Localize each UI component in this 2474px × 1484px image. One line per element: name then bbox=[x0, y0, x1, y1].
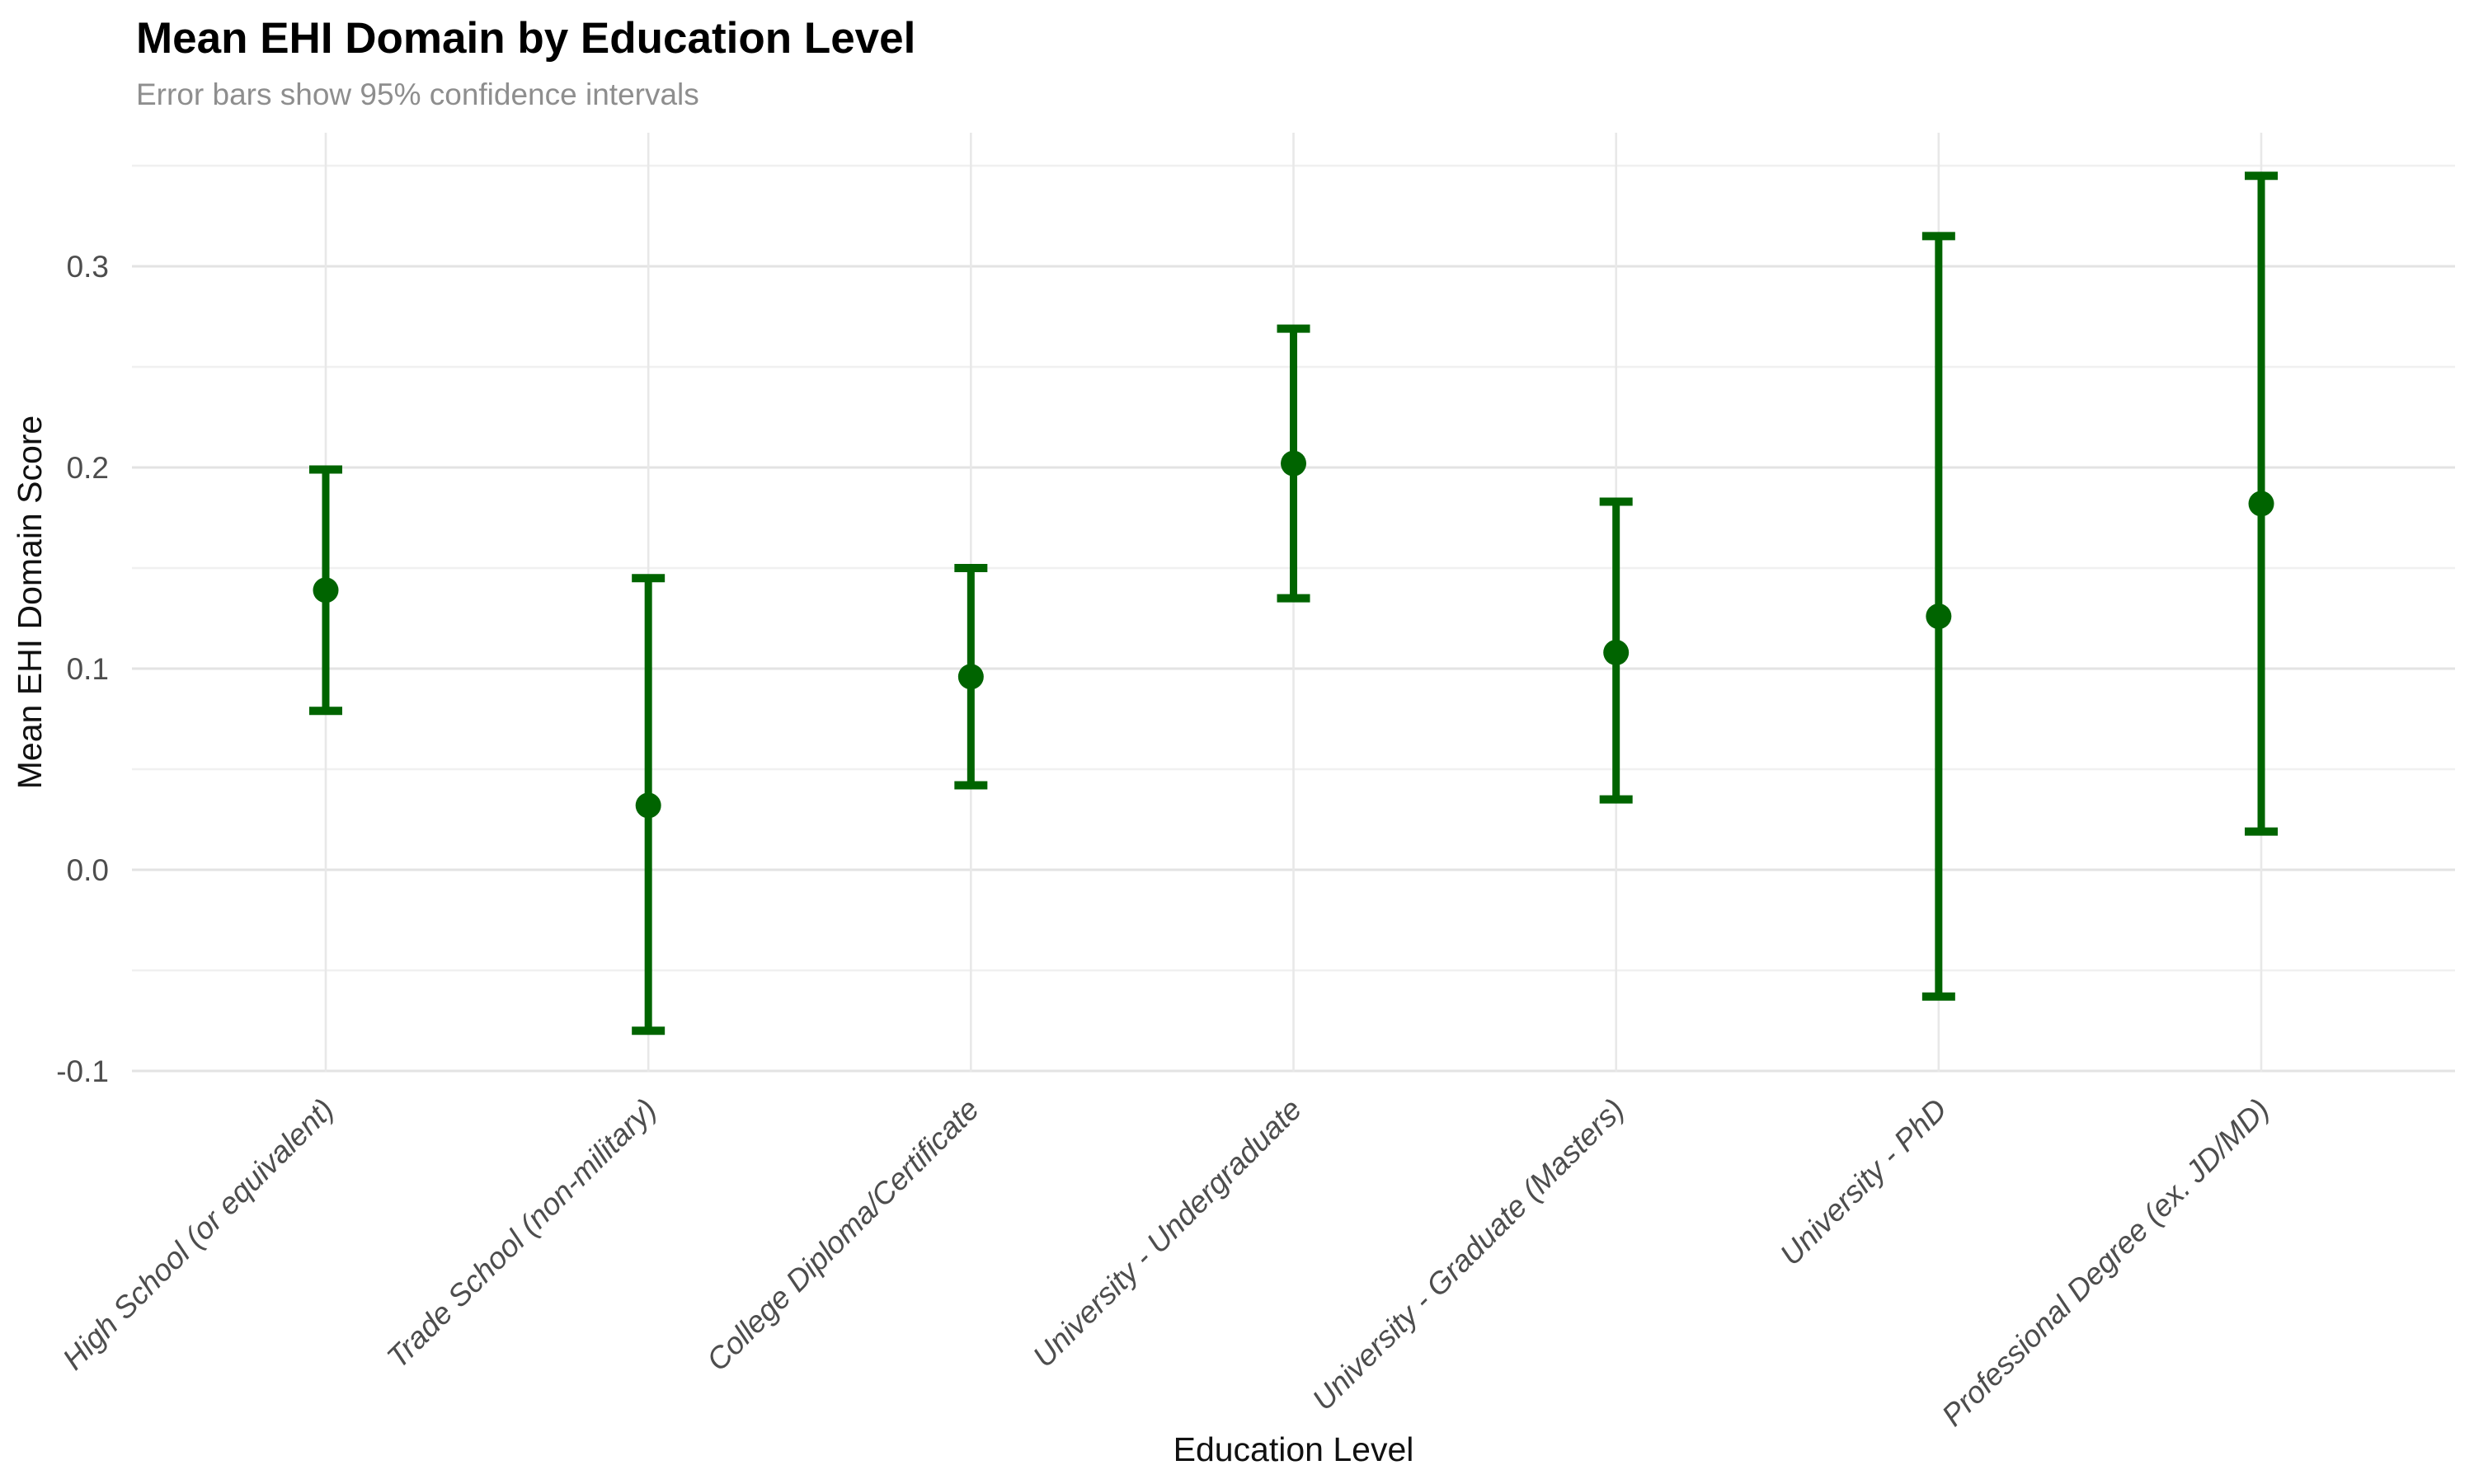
error-bar bbox=[954, 564, 988, 790]
mean-point bbox=[313, 577, 339, 603]
x-tick-label: College Diploma/Certificate bbox=[700, 1092, 985, 1378]
y-tick-label: 0.3 bbox=[67, 250, 109, 284]
y-tick-label: 0.1 bbox=[67, 652, 109, 686]
x-tick-label: University - PhD bbox=[1774, 1092, 1954, 1272]
error-bar bbox=[2245, 171, 2279, 836]
chart-title: Mean EHI Domain by Education Level bbox=[136, 14, 916, 63]
x-axis-title: Education Level bbox=[1174, 1430, 1414, 1468]
y-axis-title: Mean EHI Domain Score bbox=[11, 416, 49, 789]
x-tick-label: Professional Degree (ex. JD/MD) bbox=[1935, 1092, 2276, 1433]
mean-point bbox=[635, 792, 661, 819]
error-bar bbox=[1599, 497, 1633, 804]
error-bar bbox=[1277, 324, 1310, 603]
y-tick-label: -0.1 bbox=[56, 1054, 109, 1088]
x-tick-label: University - Undergraduate bbox=[1027, 1092, 1309, 1374]
error-bar bbox=[632, 574, 666, 1036]
error-bar bbox=[309, 465, 342, 716]
x-tick-label: High School (or equivalent) bbox=[56, 1092, 341, 1377]
y-tick-label: 0.2 bbox=[67, 451, 109, 485]
mean-point bbox=[1281, 450, 1307, 477]
mean-point bbox=[2248, 491, 2274, 517]
error-bar bbox=[1921, 232, 1955, 1001]
x-tick-label: Trade School (non-military) bbox=[380, 1092, 663, 1375]
x-tick-label: University - Graduate (Masters) bbox=[1305, 1092, 1630, 1417]
mean-point bbox=[1926, 603, 1952, 630]
mean-point bbox=[1603, 639, 1630, 665]
mean-point bbox=[957, 664, 984, 690]
y-tick-label: 0.0 bbox=[67, 853, 109, 887]
chart-subtitle: Error bars show 95% confidence intervals bbox=[136, 77, 699, 111]
